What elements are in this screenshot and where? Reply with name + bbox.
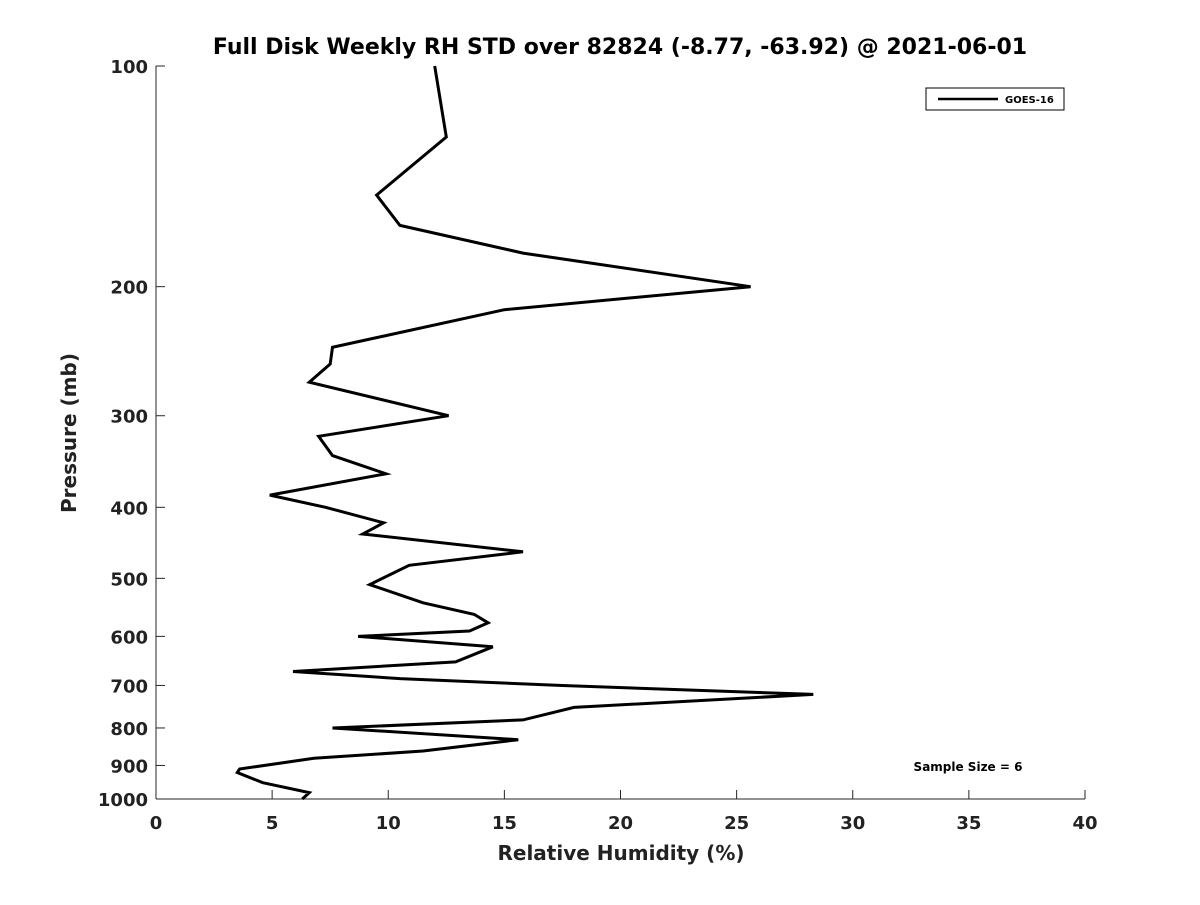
x-tick-label: 35 (956, 813, 981, 834)
y-tick-label: 700 (110, 676, 148, 697)
series-layer (235, 65, 814, 801)
series-line-goes16 (235, 65, 814, 801)
legend: GOES-16 (925, 87, 1065, 111)
y-tick-label: 500 (110, 569, 148, 590)
x-tick-label: 20 (608, 813, 633, 834)
x-tick-label: 5 (266, 813, 279, 834)
sample-size-annotation: Sample Size = 6 (914, 760, 1023, 774)
y-tick-label: 1000 (98, 790, 148, 811)
axes: 0 5 10 15 20 25 30 35 40 100 200 300 400 500 600 700 800… (98, 57, 1098, 834)
x-tick-label: 40 (1072, 813, 1097, 834)
y-tick-label: 800 (110, 719, 148, 740)
x-tick-label: 10 (376, 813, 401, 834)
x-tick-label: 25 (724, 813, 749, 834)
y-tick-label: 100 (110, 57, 148, 78)
x-tick-label: 30 (840, 813, 865, 834)
y-tick-label: 900 (110, 756, 148, 777)
x-tick-label: 0 (150, 813, 163, 834)
y-tick-label: 200 (110, 278, 148, 299)
y-tick-label: 300 (110, 407, 148, 428)
y-axis-label: Pressure (mb) (57, 353, 81, 513)
y-tick-label: 400 (110, 498, 148, 519)
legend-label-goes16: GOES-16 (1005, 95, 1054, 106)
x-axis-label: Relative Humidity (%) (497, 841, 744, 865)
y-tick-label: 600 (110, 627, 148, 648)
x-tick-label: 15 (492, 813, 517, 834)
chart-title: Full Disk Weekly RH STD over 82824 (-8.7… (213, 35, 1027, 60)
